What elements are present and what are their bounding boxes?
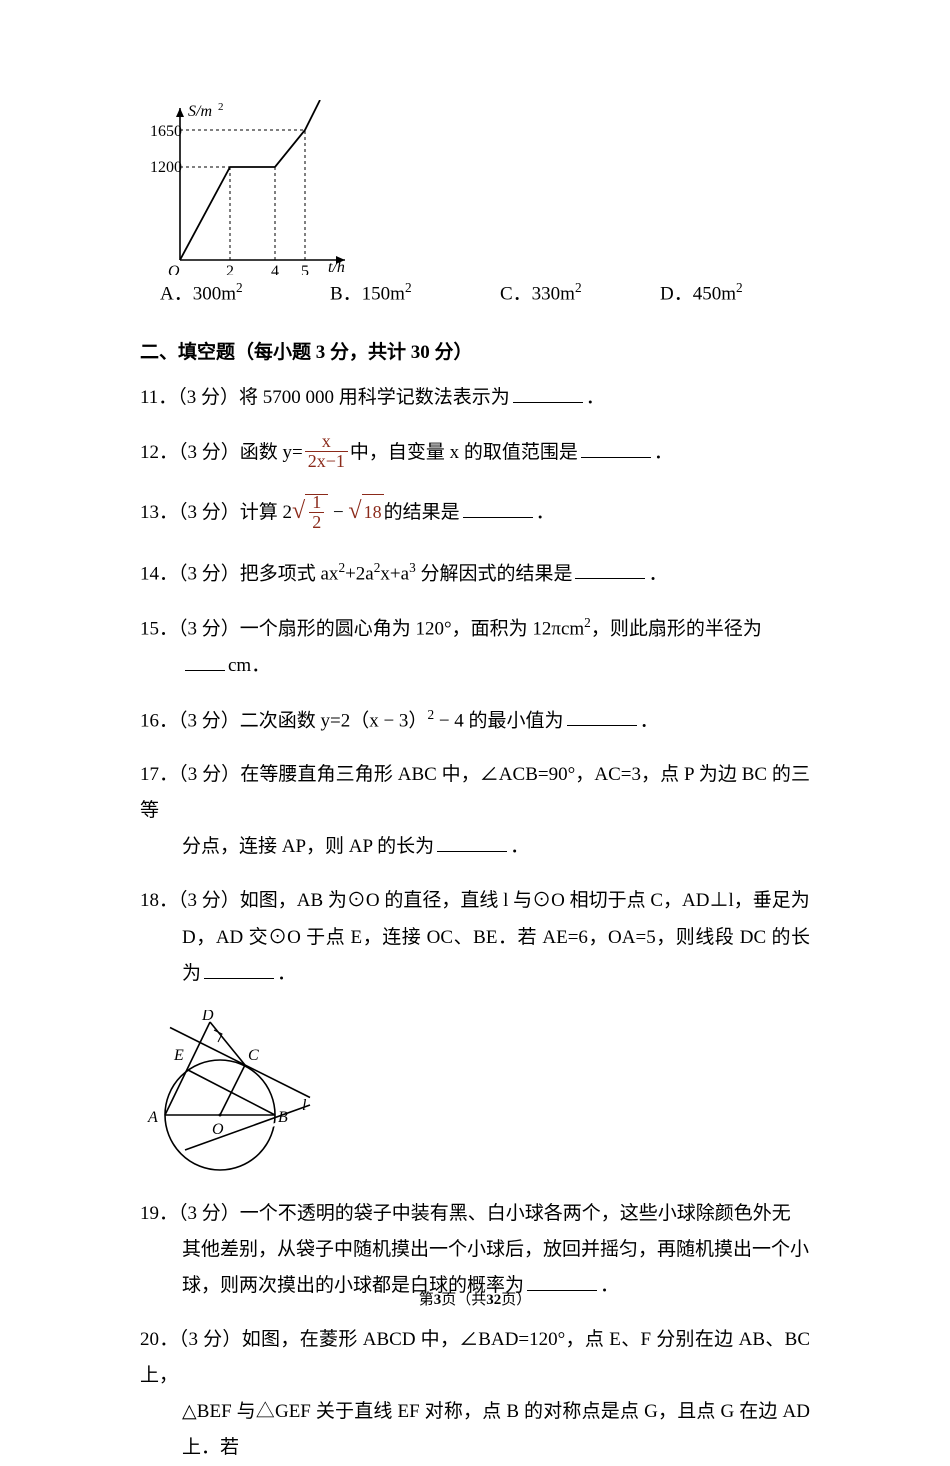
- q14-pre: 14．（3 分）把多项式 ax: [140, 563, 338, 584]
- q13-num: 1: [309, 493, 324, 513]
- q17-ind: 分点，连接 AP，则 AP 的长为 ．: [140, 829, 810, 865]
- option-b: B．150m2: [330, 281, 500, 303]
- option-d-sup: 2: [736, 280, 743, 295]
- pg-total: 32: [486, 1292, 501, 1308]
- q11-pre: 11．（3 分）将 5700 000 用科学记数法表示为: [140, 387, 510, 408]
- question-14: 14．（3 分）把多项式 ax2+2a2x+a3 分解因式的结果是．: [140, 555, 810, 592]
- question-15: 15．（3 分）一个扇形的圆心角为 120°，面积为 12πcm2，则此扇形的半…: [140, 610, 810, 684]
- q14-m1: +2a: [345, 563, 374, 584]
- pg-mid: 页（共: [441, 1292, 486, 1308]
- q15-pre: 15．（3 分）一个扇形的圆心角为 120°，面积为 12πcm: [140, 619, 584, 640]
- q18-post: ．: [277, 963, 296, 984]
- q15-sup: 2: [584, 615, 591, 630]
- label-O: O: [212, 1121, 224, 1138]
- q17-post: ．: [510, 836, 529, 857]
- q16-pre: 16．（3 分）二次函数 y=2（x − 3）: [140, 710, 427, 731]
- pg-pre: 第: [419, 1292, 434, 1308]
- q13-rad2: 18: [362, 494, 384, 529]
- label-B: B: [278, 1109, 288, 1126]
- question-16: 16．（3 分）二次函数 y=2（x − 3）2 − 4 的最小值为．: [140, 702, 810, 739]
- q18-ind: D，AD 交⊙O 于点 E，连接 OC、BE．若 AE=6，OA=5，则线段 D…: [140, 920, 810, 992]
- option-d-label: D．450m: [660, 283, 736, 304]
- option-c-label: C．330m: [500, 283, 575, 304]
- option-c-sup: 2: [575, 280, 582, 295]
- q20-ind1: △BEF 与△GEF 关于直线 EF 对称，点 B 的对称点是点 G，且点 G …: [140, 1394, 810, 1466]
- label-C: C: [248, 1047, 259, 1064]
- q14-m2: x+a: [380, 563, 409, 584]
- q14-post: ．: [648, 563, 667, 584]
- svg-text:1200: 1200: [150, 159, 182, 176]
- q13-pre: 13．（3 分）计算 2: [140, 502, 292, 523]
- geometry-figure: A B O D E C l: [140, 1010, 320, 1180]
- svg-text:5: 5: [301, 263, 309, 275]
- q15-indent: cm．: [140, 648, 810, 684]
- page-root: 1200 1650 2 4 5 O S/m 2 t/h A．300m2 B．15…: [0, 0, 950, 1344]
- blank: [513, 386, 583, 403]
- q16-mid: − 4 的最小值为: [434, 710, 563, 731]
- blank: [567, 709, 637, 726]
- frac-den: 2x−1: [305, 452, 348, 471]
- q13-mid: 的结果是: [384, 502, 460, 523]
- blank: [185, 654, 225, 671]
- blank: [575, 562, 645, 579]
- sqrt-2: √18: [348, 489, 383, 535]
- q12-post: ．: [654, 442, 673, 463]
- svg-text:4: 4: [271, 263, 279, 275]
- q15-cm: cm．: [228, 655, 270, 676]
- fraction: x2x−1: [305, 432, 348, 471]
- blank: [527, 1274, 597, 1291]
- q14-s3: 3: [409, 560, 416, 575]
- question-17: 17．（3 分）在等腰直角三角形 ABC 中，∠ACB=90°，AC=3，点 P…: [140, 757, 810, 865]
- blank: [204, 961, 274, 978]
- option-d: D．450m2: [660, 281, 800, 303]
- question-12: 12．（3 分）函数 y=x2x−1中，自变量 x 的取值范围是 ．: [140, 434, 810, 473]
- option-b-sup: 2: [405, 280, 412, 295]
- q16-post: ．: [640, 710, 659, 731]
- q13-minus: −: [328, 502, 348, 523]
- label-A: A: [147, 1109, 158, 1126]
- line-chart: 1200 1650 2 4 5 O S/m 2 t/h: [150, 100, 360, 275]
- blank: [581, 441, 651, 458]
- q14-m3: 分解因式的结果是: [416, 563, 573, 584]
- question-13: 13．（3 分）计算 2√12 − √18的结果是 ．: [140, 491, 810, 537]
- question-11: 11．（3 分）将 5700 000 用科学记数法表示为 ．: [140, 380, 810, 416]
- q13-post: ．: [536, 502, 555, 523]
- q15-mid: ，则此扇形的半径为: [591, 619, 762, 640]
- q19-ind1: 其他差别，从袋子中随机摸出一个小球后，放回并摇匀，再随机摸出一个小: [140, 1232, 810, 1268]
- q19-l1: 19．（3 分）一个不透明的袋子中装有黑、白小球各两个，这些小球除颜色外无: [140, 1203, 791, 1224]
- q18-l1: 18．（3 分）如图，AB 为⊙O 的直径，直线 l 与⊙O 相切于点 C，AD…: [140, 890, 810, 911]
- label-E: E: [173, 1047, 184, 1064]
- blank: [463, 501, 533, 518]
- svg-text:O: O: [168, 263, 180, 275]
- section-heading: 二、填空题（每小题 3 分，共计 30 分）: [140, 343, 810, 362]
- q17-l1: 17．（3 分）在等腰直角三角形 ABC 中，∠ACB=90°，AC=3，点 P…: [140, 764, 810, 821]
- svg-text:t/h: t/h: [328, 259, 345, 275]
- options-row: A．300m2 B．150m2 C．330m2 D．450m2: [160, 281, 810, 303]
- frac-num: x: [305, 432, 348, 452]
- svg-text:S/m: S/m: [188, 103, 212, 120]
- q13-den: 2: [309, 513, 324, 532]
- svg-text:1650: 1650: [150, 123, 182, 140]
- page-number: 第3页（共32页）: [0, 1293, 950, 1308]
- question-18: 18．（3 分）如图，AB 为⊙O 的直径，直线 l 与⊙O 相切于点 C，AD…: [140, 883, 810, 991]
- svg-text:2: 2: [226, 263, 234, 275]
- option-c: C．330m2: [500, 281, 660, 303]
- q12-mid: 中，自变量 x 的取值范围是: [350, 442, 578, 463]
- q17-i1: 分点，连接 AP，则 AP 的长为: [182, 836, 434, 857]
- option-b-label: B．150m: [330, 283, 405, 304]
- svg-text:2: 2: [218, 101, 224, 113]
- option-a-sup: 2: [236, 280, 243, 295]
- option-a: A．300m2: [160, 281, 330, 303]
- option-a-label: A．300m: [160, 283, 236, 304]
- label-l: l: [302, 1097, 307, 1114]
- label-D: D: [201, 1010, 214, 1024]
- q11-post: ．: [586, 387, 605, 408]
- q12-pre: 12．（3 分）函数 y=: [140, 442, 303, 463]
- q20-l1: 20．（3 分）如图，在菱形 ABCD 中，∠BAD=120°，点 E、F 分别…: [140, 1329, 810, 1386]
- blank: [437, 835, 507, 852]
- pg-post: 页）: [501, 1292, 531, 1308]
- sqrt-1: √12: [292, 489, 328, 535]
- question-19: 19．（3 分）一个不透明的袋子中装有黑、白小球各两个，这些小球除颜色外无 其他…: [140, 1196, 810, 1304]
